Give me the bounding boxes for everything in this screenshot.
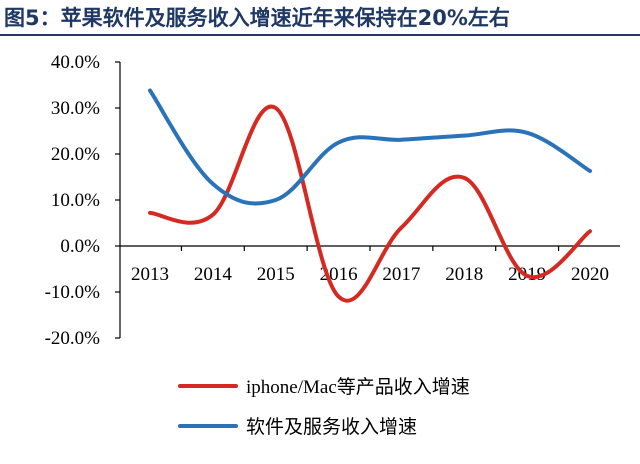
y-tick-label: 30.0%: [51, 98, 100, 119]
x-tick-label: 2017: [382, 264, 420, 285]
legend-label-series-2: 软件及服务收入增速: [246, 417, 418, 438]
x-tick-label: 2014: [194, 264, 233, 285]
y-tick-label: 0.0%: [60, 236, 100, 257]
y-tick-label: 10.0%: [51, 190, 100, 211]
y-tick-label: 40.0%: [51, 52, 100, 73]
series-line-1: [148, 104, 592, 303]
x-tick-label: 2013: [131, 264, 169, 285]
y-tick-label: -10.0%: [45, 282, 101, 303]
legend-item-series-2: 软件及服务收入增速: [178, 412, 417, 439]
legend-swatch-series-2: [178, 423, 238, 428]
title-divider: [0, 34, 640, 36]
x-tick-label: 2020: [571, 264, 609, 285]
y-tick-label: 20.0%: [51, 144, 100, 165]
y-axis: 40.0% 30.0% 20.0% 10.0% 0.0% -10.0% -20.0%: [45, 52, 121, 349]
x-tick-label: 2015: [257, 264, 295, 285]
chart-title: 图5：苹果软件及服务收入增速近年来保持在20%左右: [4, 6, 510, 30]
legend-item-series-1: iphone/Mac等产品收入增速: [178, 372, 470, 399]
legend-label-series-1: iphone/Mac等产品收入增速: [246, 377, 470, 398]
series-line-2: [148, 88, 592, 206]
y-tick-label: -20.0%: [45, 328, 101, 349]
series-group: [148, 88, 592, 303]
x-tick-label: 2018: [445, 264, 483, 285]
legend-swatch-series-1: [178, 383, 238, 388]
title-bar: 图5：苹果软件及服务收入增速近年来保持在20%左右: [0, 0, 640, 36]
